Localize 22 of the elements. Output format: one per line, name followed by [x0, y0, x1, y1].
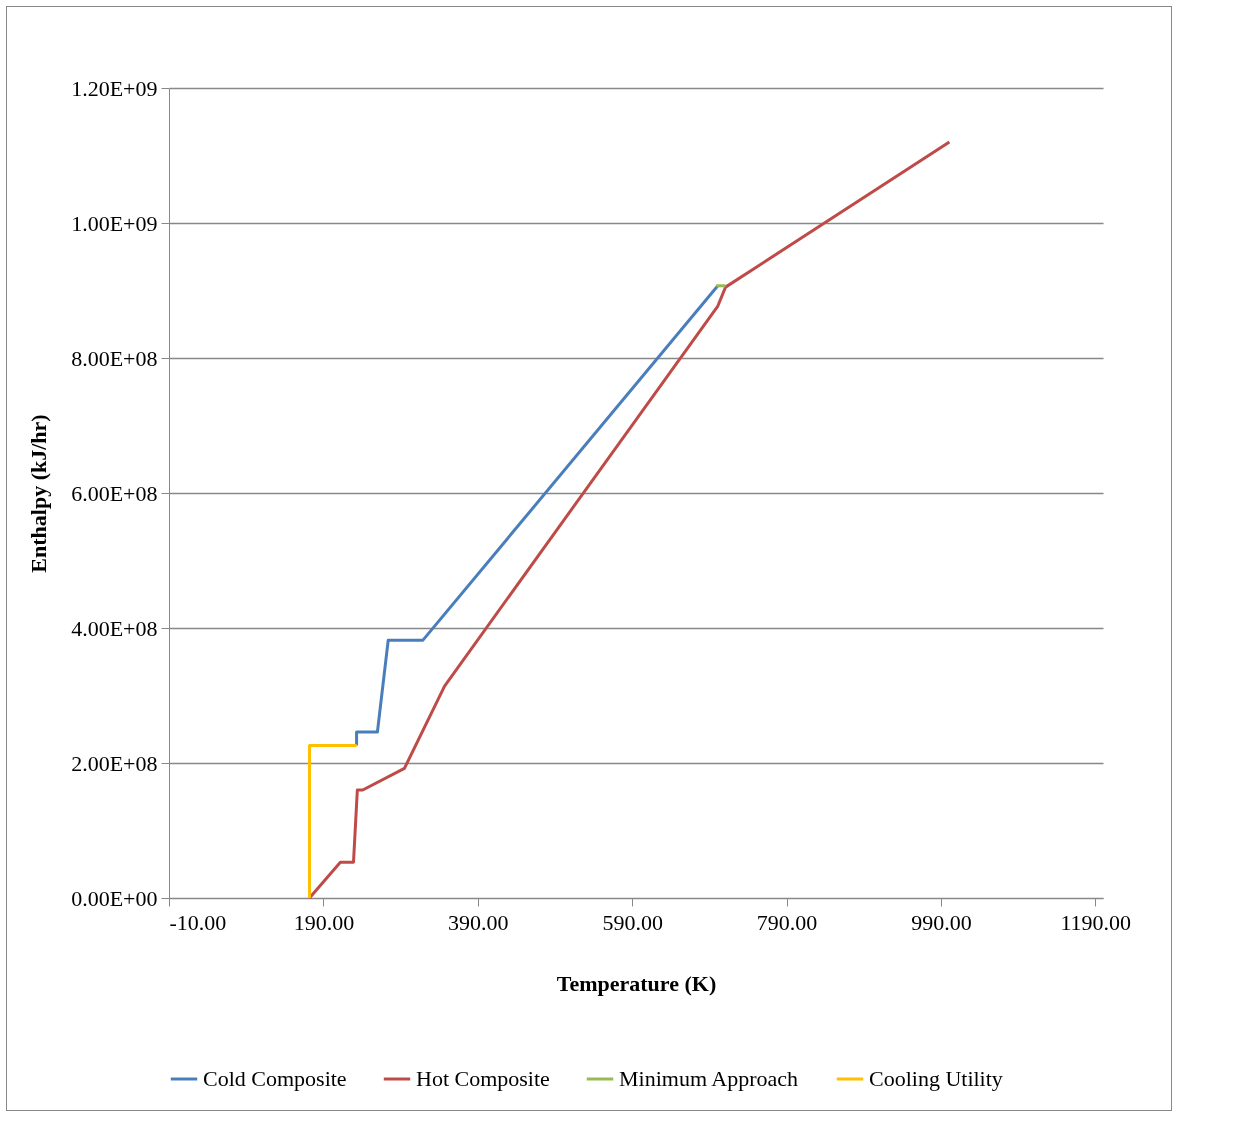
y-tick-label: 1.00E+09 [71, 210, 158, 236]
legend-label: Minimum Approach [619, 1066, 799, 1091]
x-tick-label: 990.00 [911, 909, 972, 935]
x-tick-label: 1190.00 [1060, 909, 1132, 935]
x-tick-label: -10.00 [169, 909, 227, 935]
y-tick-label: 0.00E+00 [71, 885, 158, 911]
line-series [307, 140, 951, 900]
y-tick-label: 6.00E+08 [71, 480, 158, 506]
x-axis-title: Temperature (K) [556, 970, 717, 996]
x-tick-label: 790.00 [756, 909, 818, 935]
x-tick-label: 590.00 [602, 909, 663, 935]
y-axis-title: Enthalpy (kJ/hr) [26, 414, 52, 573]
y-tick-label: 1.20E+09 [71, 75, 158, 101]
line-series [355, 284, 720, 747]
y-tick-label: 4.00E+08 [71, 615, 158, 641]
legend-label: Cold Composite [203, 1066, 347, 1091]
legend-label: Cooling Utility [869, 1066, 1003, 1091]
y-tick-label: 8.00E+08 [71, 345, 158, 371]
y-tick-label: 2.00E+08 [71, 750, 158, 776]
x-tick-label: 390.00 [448, 909, 509, 935]
x-tick-label: 190.00 [293, 909, 355, 935]
legend-label: Hot Composite [416, 1066, 550, 1091]
